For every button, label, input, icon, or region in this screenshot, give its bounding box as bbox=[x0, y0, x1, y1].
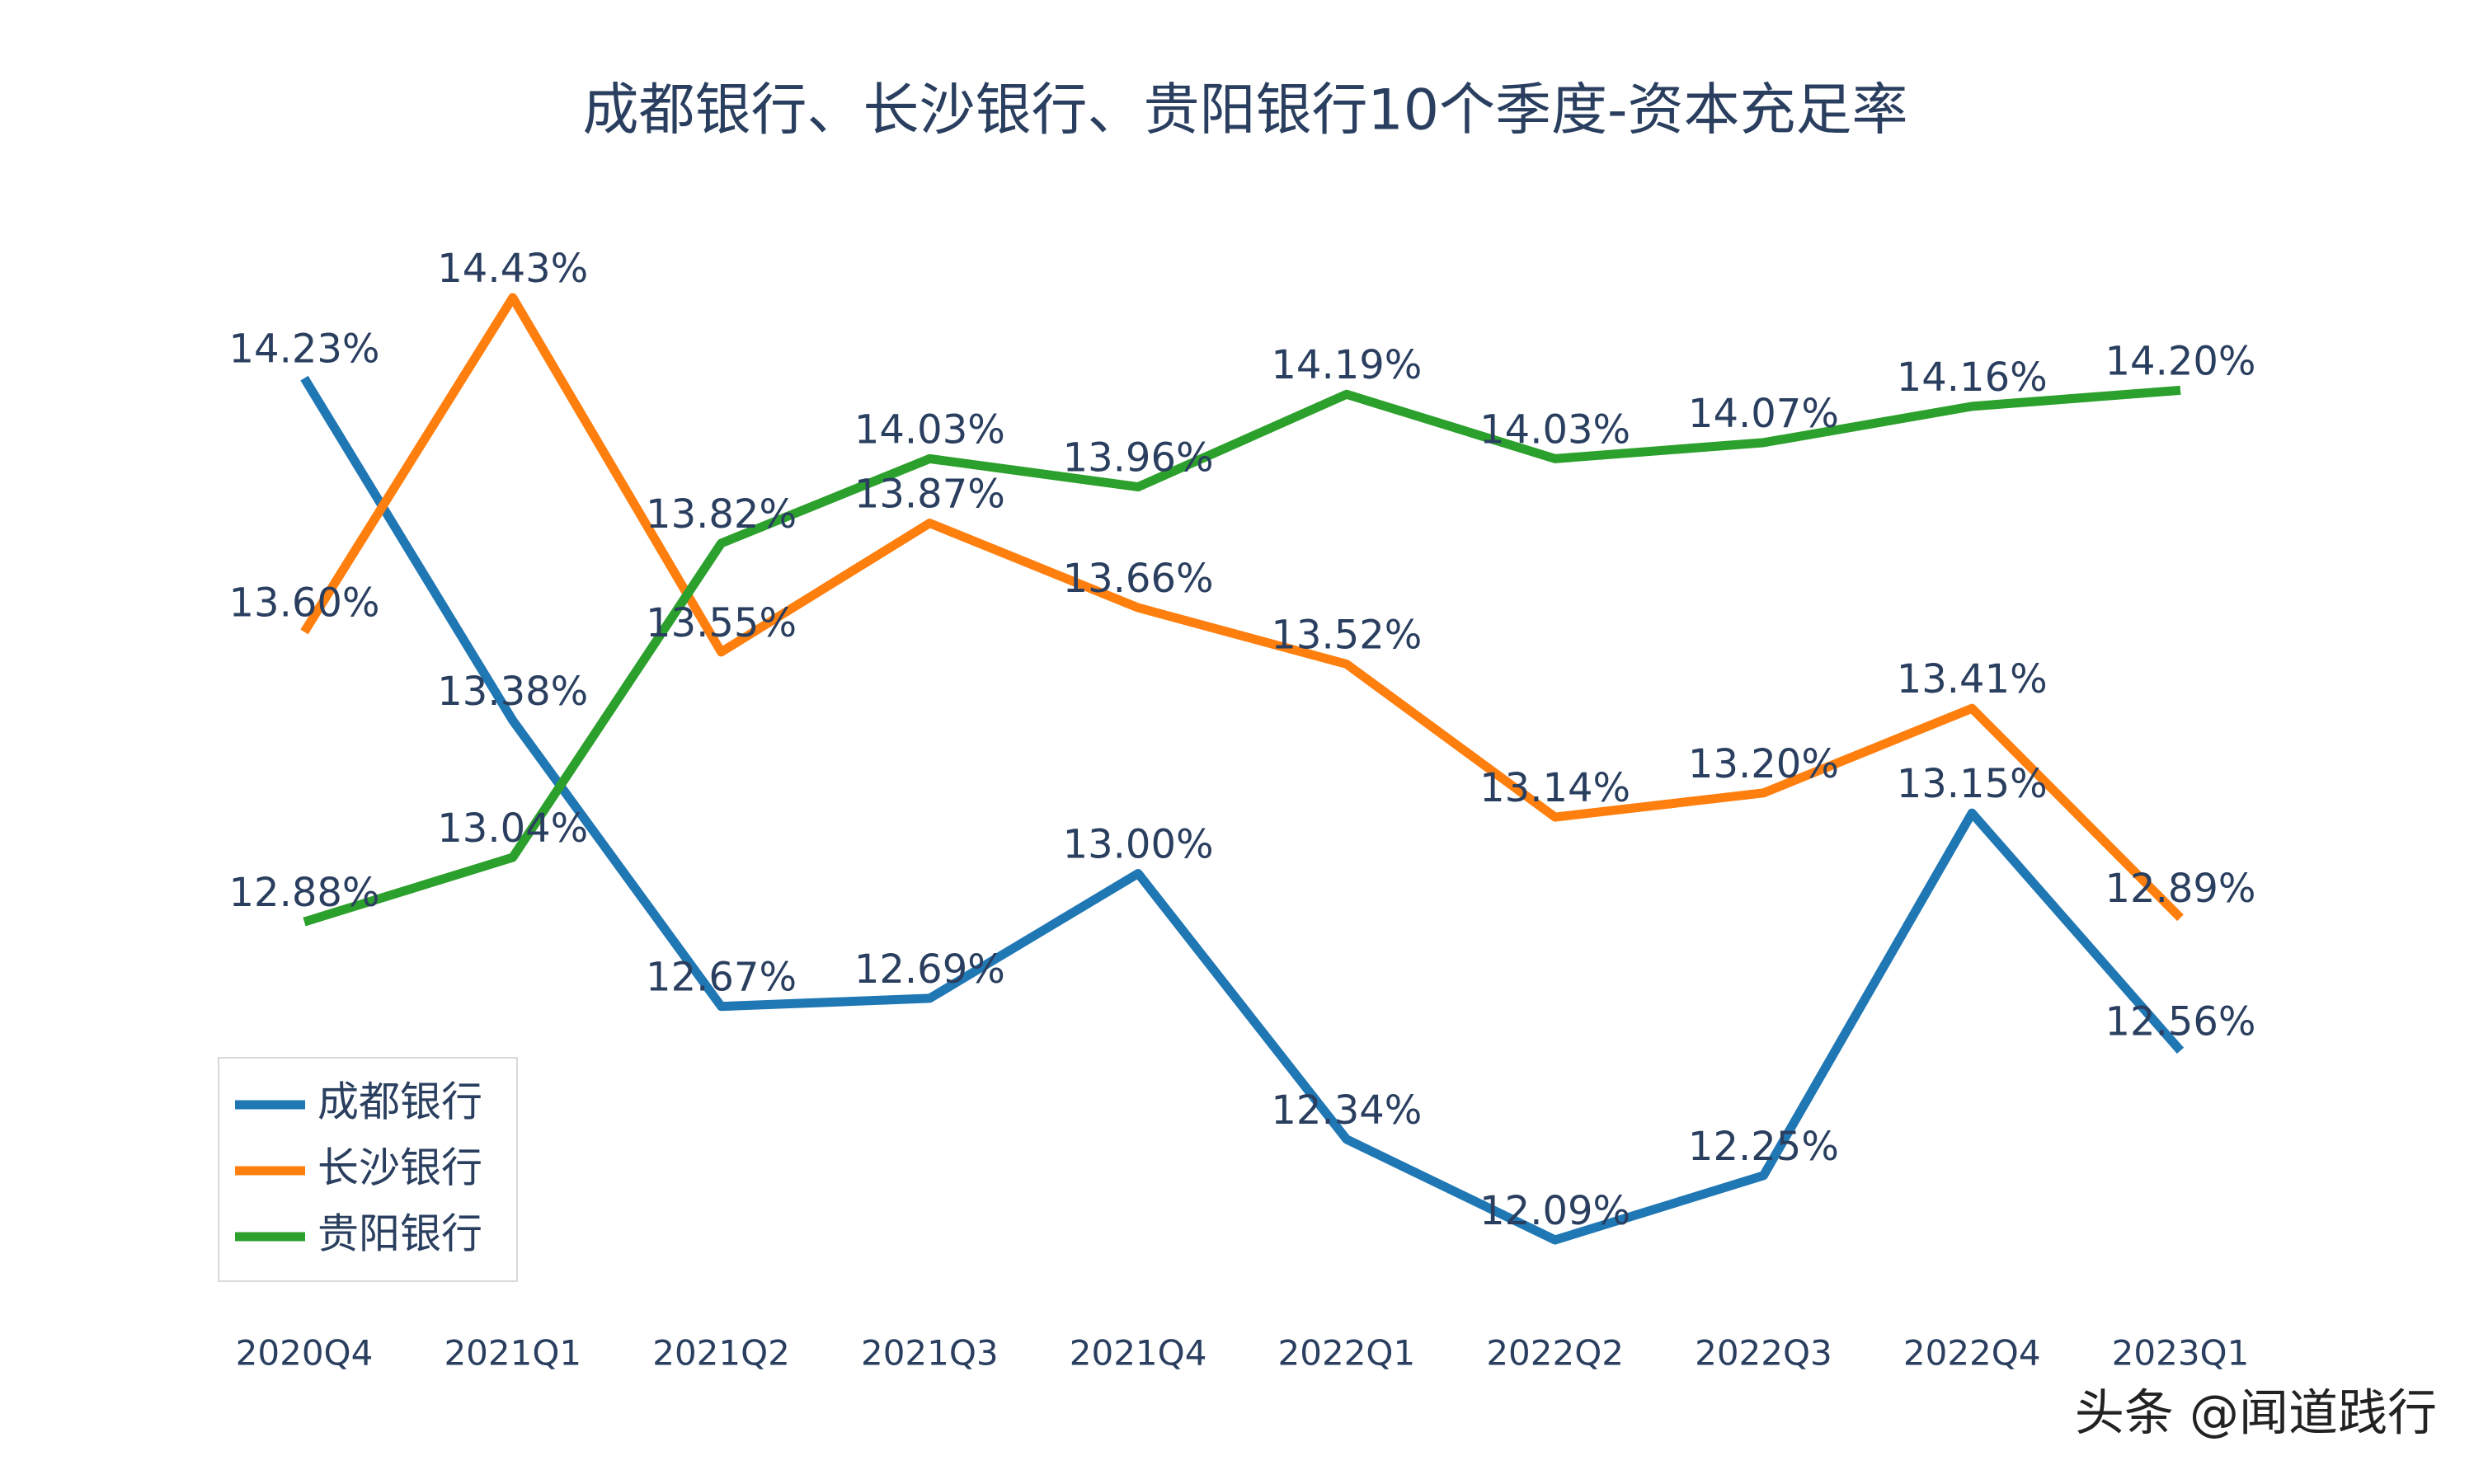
data-label: 14.03% bbox=[1479, 406, 1630, 453]
x-tick-label: 2020Q4 bbox=[236, 1333, 374, 1374]
x-tick-label: 2022Q4 bbox=[1903, 1333, 2041, 1374]
legend-label: 贵阳银行 bbox=[317, 1210, 482, 1258]
data-label: 12.67% bbox=[646, 955, 797, 1001]
data-label: 14.43% bbox=[437, 246, 588, 292]
data-label: 13.96% bbox=[1063, 435, 1214, 481]
data-label: 14.07% bbox=[1688, 391, 1839, 437]
x-tick-label: 2023Q1 bbox=[2112, 1333, 2250, 1374]
data-label: 14.20% bbox=[2105, 338, 2255, 384]
data-label: 13.87% bbox=[854, 472, 1005, 518]
data-label: 12.56% bbox=[2105, 998, 2255, 1045]
data-label: 12.88% bbox=[228, 870, 379, 916]
data-label: 13.38% bbox=[437, 669, 588, 715]
x-tick-label: 2021Q3 bbox=[861, 1333, 999, 1374]
legend-label: 长沙银行 bbox=[317, 1144, 482, 1192]
data-label: 12.09% bbox=[1479, 1188, 1630, 1234]
data-label: 14.23% bbox=[228, 326, 379, 373]
data-label: 12.25% bbox=[1688, 1124, 1839, 1170]
x-tick-label: 2021Q1 bbox=[444, 1333, 581, 1374]
series-line bbox=[303, 385, 2181, 927]
watermark: 头条 @闻道践行 bbox=[2075, 1385, 2437, 1443]
data-label: 13.14% bbox=[1479, 765, 1630, 811]
legend-label: 成都银行 bbox=[317, 1078, 482, 1126]
data-label: 14.16% bbox=[1897, 355, 2048, 401]
data-label: 12.89% bbox=[2105, 866, 2255, 912]
data-label: 13.66% bbox=[1063, 556, 1214, 602]
data-label: 14.19% bbox=[1271, 342, 1422, 388]
series-line bbox=[300, 375, 2185, 1245]
data-label: 13.00% bbox=[1063, 822, 1214, 868]
x-tick-label: 2022Q3 bbox=[1695, 1333, 1832, 1374]
data-label: 13.41% bbox=[1897, 656, 2048, 702]
data-label: 13.04% bbox=[437, 805, 588, 852]
chart-title: 成都银行、长沙银行、贵阳银行10个季度-资本充足率 bbox=[582, 78, 1907, 143]
data-label: 13.82% bbox=[646, 491, 797, 538]
x-tick-label: 2022Q2 bbox=[1486, 1333, 1624, 1374]
data-label: 13.15% bbox=[1897, 761, 2048, 807]
data-label: 14.03% bbox=[854, 406, 1005, 453]
data-label: 13.20% bbox=[1688, 741, 1839, 787]
x-tick-label: 2021Q2 bbox=[652, 1333, 790, 1374]
x-tick-label: 2021Q4 bbox=[1070, 1333, 1207, 1374]
x-tick-label: 2022Q1 bbox=[1278, 1333, 1416, 1374]
data-label: 13.60% bbox=[228, 580, 379, 626]
data-label: 12.34% bbox=[1271, 1087, 1422, 1134]
data-label: 12.69% bbox=[854, 946, 1005, 993]
series-line bbox=[300, 293, 2184, 922]
data-label: 13.55% bbox=[646, 600, 797, 646]
data-label: 13.52% bbox=[1271, 613, 1422, 659]
